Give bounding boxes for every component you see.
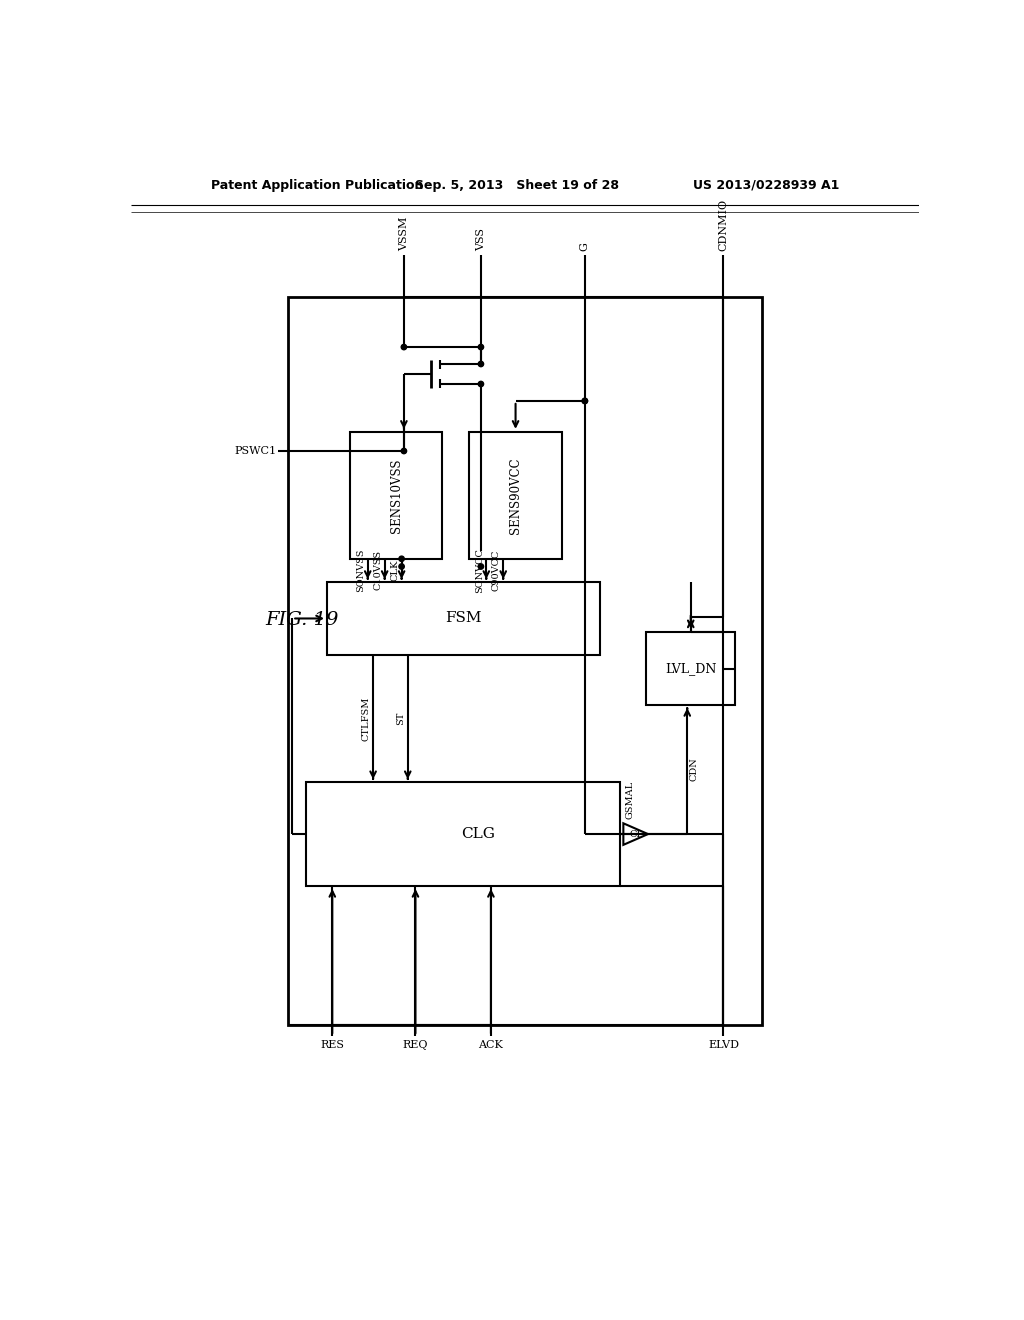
Text: REQ: REQ [402, 1040, 428, 1049]
Circle shape [583, 399, 588, 404]
Circle shape [401, 449, 407, 454]
Circle shape [478, 345, 483, 350]
Text: CI: CI [630, 829, 641, 838]
Text: ELVD: ELVD [708, 1040, 739, 1049]
Bar [289, 297, 762, 1024]
Text: CDNMIO: CDNMIO [719, 199, 728, 251]
Circle shape [399, 564, 404, 569]
Bar [306, 781, 620, 886]
Text: ST: ST [396, 711, 406, 725]
Text: CLK: CLK [390, 560, 399, 581]
Bar [350, 432, 442, 558]
Text: SENS90VCC: SENS90VCC [509, 457, 522, 533]
Text: RES: RES [321, 1040, 344, 1049]
Text: CDN: CDN [689, 758, 698, 781]
Text: C10VSS: C10VSS [374, 550, 382, 590]
Text: US 2013/0228939 A1: US 2013/0228939 A1 [692, 178, 839, 191]
Text: CLG: CLG [461, 828, 496, 841]
Text: CTLFSM: CTLFSM [361, 697, 371, 741]
Text: ACK: ACK [478, 1040, 504, 1049]
Text: GSMAL: GSMAL [626, 780, 635, 818]
Text: C90VCC: C90VCC [492, 549, 501, 591]
Bar [327, 582, 600, 655]
Text: Sep. 5, 2013   Sheet 19 of 28: Sep. 5, 2013 Sheet 19 of 28 [416, 178, 620, 191]
Bar [646, 632, 735, 705]
Text: VSSM: VSSM [399, 216, 409, 251]
Text: LVL_DN: LVL_DN [665, 663, 717, 675]
Text: SONVCC: SONVCC [475, 548, 484, 593]
Text: Patent Application Publication: Patent Application Publication [211, 178, 424, 191]
Text: SONVSS: SONVSS [356, 549, 366, 593]
Circle shape [478, 564, 483, 569]
Circle shape [478, 381, 483, 387]
Circle shape [583, 399, 588, 404]
Text: SENS10VSS: SENS10VSS [390, 458, 402, 532]
Text: VSS: VSS [476, 228, 486, 251]
Circle shape [399, 556, 404, 561]
Text: FIG. 19: FIG. 19 [265, 611, 339, 630]
Text: G: G [580, 242, 590, 251]
Text: PSWC1: PSWC1 [233, 446, 276, 455]
Circle shape [401, 345, 407, 350]
Text: FSM: FSM [445, 611, 482, 626]
Bar [469, 432, 562, 558]
Circle shape [478, 362, 483, 367]
